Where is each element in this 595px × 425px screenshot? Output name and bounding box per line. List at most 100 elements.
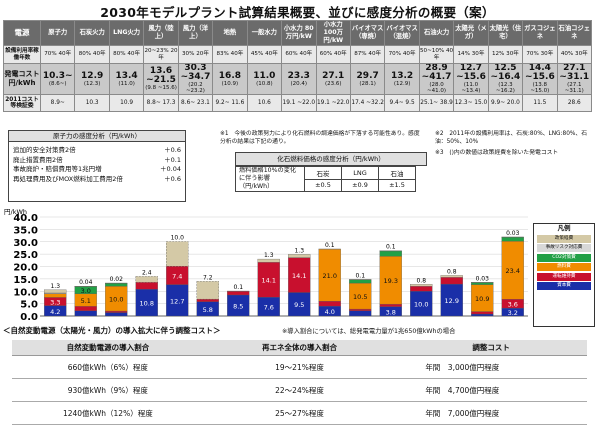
y2011-cell: 28.6 — [557, 95, 591, 112]
capacity-cell: 83% 40年 — [213, 46, 247, 64]
fuel-row-label: 燃料価格10%の変化に伴う影響（円/kWh） — [236, 167, 305, 192]
adjustment-cell: 1240億kWh（12%）程度 — [12, 402, 204, 425]
fuel-name: 石油 — [379, 167, 416, 180]
sensitivity-item-label: 廃止措置費用2倍 — [13, 156, 63, 166]
adjustment-cell: 年間 7,000億円程度 — [395, 402, 587, 425]
y-tick-label: 10.0 — [13, 287, 38, 298]
col-header: 風力（陸上） — [144, 21, 178, 46]
capacity-cell: 60% 40年 — [316, 46, 350, 64]
legend-item: 燃料費 — [537, 263, 591, 271]
cost-cell: 12.5 ~16.4(12.3 ~16.2) — [488, 64, 522, 95]
sensitivity-item: 廃止措置費用2倍 ＋0.1 — [9, 156, 185, 166]
bar-top-label: 0.8 — [447, 268, 457, 275]
bar-top-label: 10.0 — [171, 235, 185, 242]
bar-stack: 4.23.31.3 — [44, 283, 66, 316]
cost-range: (12.9) — [385, 81, 418, 87]
sensitivity-item-label: 追加的安全対策費2倍 — [13, 146, 76, 156]
bar-stack: 3.23.623.40.03 — [502, 230, 524, 317]
capacity-cell: 14% 30年 — [454, 46, 488, 64]
bar-segment — [471, 314, 493, 316]
cost-main: 12.9 — [81, 71, 103, 81]
bar-segment — [197, 281, 219, 299]
bar-stack: 5.13.00.04 — [75, 279, 97, 316]
bar-top-label: 0.1 — [233, 284, 243, 291]
col-header: 小水力 100万円/kW — [316, 21, 350, 46]
bar-segment — [502, 237, 524, 241]
sensitivity-item-value: ＋0.04 — [160, 165, 181, 175]
cost-cell: 27.1(23.6) — [316, 64, 350, 95]
y2011-cell: 19.1 ~22.0 — [316, 95, 350, 112]
bar-segment — [349, 280, 371, 283]
bar-segment-label: 23.4 — [506, 267, 520, 275]
bar-stack: 10.90.03 — [471, 275, 493, 316]
adjustment-cell: 660億kWh（6%）程度 — [12, 356, 204, 379]
bar-segment — [227, 291, 249, 295]
adjustment-cell: 年間 4,700億円程度 — [395, 379, 587, 402]
bar-segment-label: 3.0 — [81, 287, 91, 295]
bar-segment — [75, 306, 97, 310]
bar-segment-label: 3.2 — [508, 309, 518, 317]
cost-main: 10.3~ — [43, 71, 73, 81]
sensitivity-item-value: ＋0.1 — [164, 156, 181, 166]
note-3: ※3 ()内の数値は政策経費を除いた発電コスト — [435, 150, 593, 158]
y-tick-label: 5.0 — [20, 300, 38, 311]
bar-segment — [441, 275, 463, 277]
cost-cell: 12.7 ~15.6(11.0 ~13.4) — [454, 64, 488, 95]
col-header: 太陽光（メガ） — [454, 21, 488, 46]
cost-range: (23.6) — [317, 81, 350, 87]
cost-main: 11.0 — [253, 71, 275, 81]
bar-segment — [258, 259, 280, 262]
page-title: 2030年モデルプラント試算結果概要、並びに感度分析の概要（案） — [0, 2, 595, 21]
sensitivity-item: 追加的安全対策費2倍＋0.6 — [9, 146, 185, 156]
bar-segment — [136, 282, 158, 289]
y2011-cell: 10.3 — [75, 95, 109, 112]
bar-top-label: 0.04 — [79, 279, 93, 286]
bar-top-label: 1.3 — [50, 283, 60, 290]
y2011-cell: 25.1~ 38.9 — [419, 95, 453, 112]
cost-main: 13.4 — [115, 71, 137, 81]
y-tick-label: 30.0 — [13, 238, 38, 249]
cost-range: (10.8) — [248, 81, 281, 87]
bar-stack: 9.514.11.3 — [288, 247, 310, 316]
bar-segment-label: 8.5 — [233, 302, 243, 310]
bar-stack: 5.87.2 — [197, 274, 219, 316]
cost-main: 14.4 ~15.6 — [525, 64, 555, 83]
adjustment-cost-note: ※導入割合については、総発電電力量が1兆650億kWhの場合 — [282, 326, 455, 335]
bar-segment-label: 3.8 — [386, 308, 396, 316]
y-tick-label: 35.0 — [13, 225, 38, 236]
y-tick-label: 0.0 — [20, 312, 38, 323]
bar-segment — [349, 311, 371, 316]
legend-item: CO2対策費 — [537, 254, 591, 262]
cost-main: 27.1 ~31.1 — [559, 64, 589, 83]
cost-range: (13.8 ~15.0) — [523, 82, 556, 94]
adjustment-cell: 19～21%程度 — [204, 356, 396, 379]
cost-cell: 13.6 ~21.5(9.8 ~15.6) — [144, 64, 178, 95]
y2011-cell: 8.8~ 17.3 — [144, 95, 178, 112]
bar-segment-label: 19.3 — [384, 277, 398, 285]
y2011-cell: 10.6 — [247, 95, 281, 112]
bar-top-label: 0.03 — [506, 230, 520, 237]
cost-range: (27.1 ~31.1) — [558, 82, 591, 94]
bar-stack: 8.5 0.1 — [227, 284, 249, 316]
cost-row: 発電コスト 円/kWh 10.3~(8.6~)12.9(12.3)13.4(11… — [4, 64, 592, 95]
bar-top-label: 0.1 — [325, 242, 335, 249]
cost-cell: 28.9 ~41.7(28.0 ~41.0) — [419, 64, 453, 95]
capacity-label: 設備利用率稼働年数 — [4, 46, 41, 64]
y2011-cell: 8.9~ — [41, 95, 75, 112]
capacity-cell: 60% 40年 — [282, 46, 316, 64]
capacity-cell: 12% 30年 — [488, 46, 522, 64]
legend-item: 事故リスク対応費 — [537, 244, 591, 252]
legend-title: 凡例 — [534, 224, 594, 233]
cost-cell: 30.3 ~34.7(20.2 ~23.2) — [178, 64, 212, 95]
capacity-cell: 30% 20年 — [178, 46, 212, 64]
bar-stack: 4.021.00.1 — [319, 242, 341, 316]
cost-main: 27.1 — [322, 71, 344, 81]
chart-y-ticks: 0.05.010.015.020.025.030.035.040.0 — [13, 213, 38, 323]
cost-range: (10.9) — [213, 81, 246, 87]
bar-top-label: 1.3 — [264, 252, 274, 259]
sensitivity-item-label: 事故廃炉・賠償費用等1兆円増 — [13, 165, 102, 175]
